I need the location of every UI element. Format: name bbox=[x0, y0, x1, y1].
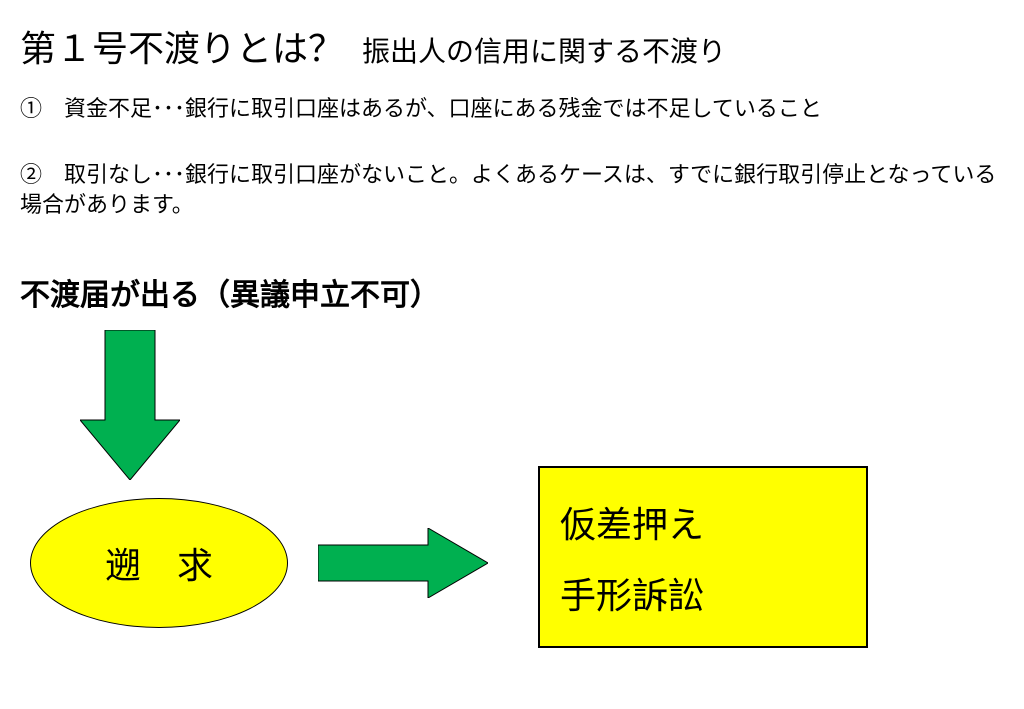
rect-line-1: 仮差押え bbox=[560, 496, 846, 548]
down-arrow-shape bbox=[80, 330, 180, 480]
down-arrow-icon bbox=[80, 330, 180, 480]
subheading: 不渡届が出る（異議申立不可） bbox=[20, 270, 440, 314]
right-arrow-icon bbox=[318, 528, 488, 598]
paragraph-2: ② 取引なし･･･銀行に取引口座がないこと。よくあるケースは、すでに銀行取引停止… bbox=[20, 160, 1000, 219]
right-arrow-shape bbox=[318, 528, 488, 598]
title-main: 第１号不渡りとは？ bbox=[20, 20, 344, 72]
title-row: 第１号不渡りとは？ 振出人の信用に関する不渡り bbox=[20, 20, 726, 72]
ellipse-node: 遡 求 bbox=[30, 498, 288, 628]
ellipse-label: 遡 求 bbox=[105, 537, 213, 589]
title-sub: 振出人の信用に関する不渡り bbox=[362, 30, 726, 70]
rect-line-2: 手形訴訟 bbox=[560, 567, 846, 619]
paragraph-1: ① 資金不足･･･銀行に取引口座はあるが、口座にある残金では不足していること bbox=[20, 94, 1000, 124]
rect-node: 仮差押え 手形訴訟 bbox=[538, 466, 868, 648]
